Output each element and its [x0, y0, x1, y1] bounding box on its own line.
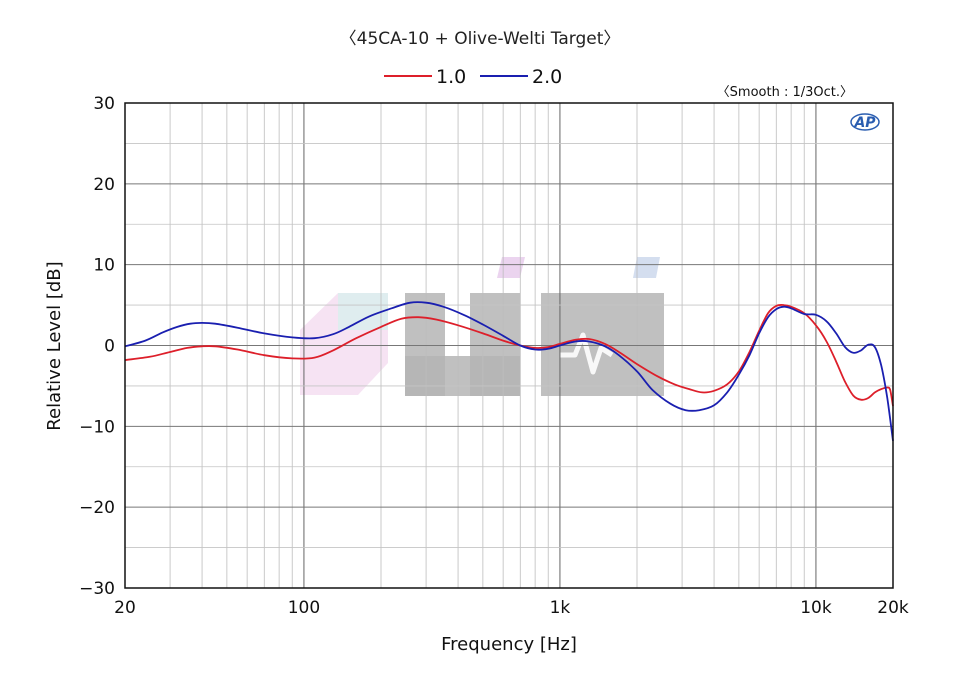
- y-tick-label: 10: [93, 256, 115, 276]
- svg-text:AP: AP: [853, 115, 876, 131]
- legend-label-1: 1.0: [436, 66, 466, 88]
- smoothing-note: 〈Smooth : 1/3Oct.〉: [717, 85, 853, 100]
- y-tick-label: −30: [79, 579, 115, 599]
- x-tick-label: 20k: [877, 598, 909, 618]
- x-tick-label: 20: [114, 598, 136, 618]
- grid-lines: [125, 103, 893, 588]
- chart-title: 〈45CA-10 + Olive-Welti Target〉: [340, 29, 621, 49]
- y-tick-label: −20: [79, 498, 115, 518]
- y-tick-label: −10: [79, 417, 115, 437]
- y-axis-label: Relative Level [dB]: [44, 261, 65, 430]
- x-tick-label: 1k: [550, 598, 571, 618]
- ap-logo: AP: [850, 113, 880, 131]
- y-tick-label: 20: [93, 175, 115, 195]
- legend: 1.0 2.0: [384, 66, 562, 88]
- legend-label-2: 2.0: [532, 66, 562, 88]
- plot-frame: [124, 102, 894, 589]
- data-series: [124, 301, 894, 442]
- y-tick-label: 30: [93, 94, 115, 114]
- x-tick-label: 10k: [800, 598, 832, 618]
- watermark-logo: [300, 257, 664, 396]
- series-line-2: [124, 301, 894, 442]
- series-line-1: [124, 303, 894, 407]
- x-tick-label: 100: [288, 598, 320, 618]
- y-tick-label: 0: [104, 337, 115, 357]
- x-axis-label: Frequency [Hz]: [441, 634, 577, 655]
